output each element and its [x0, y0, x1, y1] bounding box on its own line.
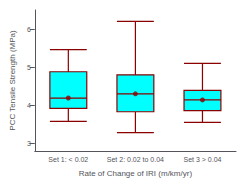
svg-text:Set 2: 0.02 to 0.04: Set 2: 0.02 to 0.04: [107, 156, 164, 163]
svg-text:Set 1: < 0.02: Set 1: < 0.02: [48, 156, 88, 163]
svg-text:5: 5: [27, 64, 31, 71]
svg-text:3: 3: [27, 140, 31, 147]
svg-text:Set 3 > 0.04: Set 3 > 0.04: [183, 156, 221, 163]
svg-text:Rate of Change of IRI (m/km/yr: Rate of Change of IRI (m/km/yr): [79, 169, 193, 178]
svg-text:6: 6: [27, 26, 31, 33]
svg-text:4: 4: [27, 102, 31, 109]
svg-text:PCC Tensile Strength (MPa): PCC Tensile Strength (MPa): [8, 30, 17, 131]
